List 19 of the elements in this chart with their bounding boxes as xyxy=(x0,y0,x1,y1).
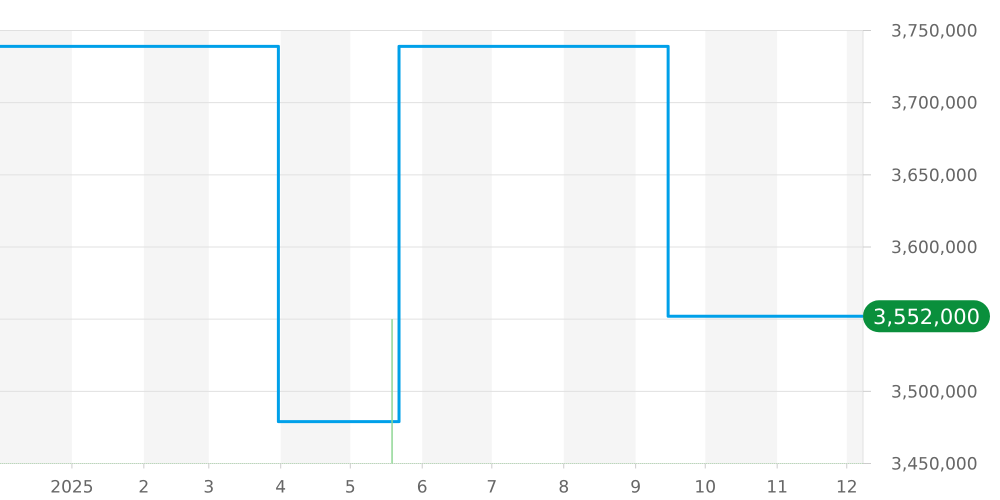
x-tick-label: 2025 xyxy=(50,478,94,498)
x-tick-label: 12 xyxy=(836,478,858,498)
annotation: 3,552,000 xyxy=(873,304,980,329)
x-tick-label: 11 xyxy=(766,478,788,498)
x-tick-label: 8 xyxy=(558,478,570,498)
x-tick-label: 6 xyxy=(416,478,428,498)
x-tick-label: 3 xyxy=(203,478,214,498)
y-tick-label: 3,600,000 xyxy=(891,238,978,258)
y-tick-label: 3,450,000 xyxy=(891,454,978,474)
y-tick-label: 3,500,000 xyxy=(891,382,978,402)
x-tick-label: 9 xyxy=(630,478,642,498)
x-tick-label: 7 xyxy=(486,478,498,498)
x-tick-label: 10 xyxy=(694,478,716,498)
y-tick-label: 3,700,000 xyxy=(891,94,978,114)
x-tick-label: 4 xyxy=(275,478,286,498)
y-tick-label: 3,650,000 xyxy=(891,166,978,186)
x-tick-label: 2 xyxy=(138,478,150,498)
x-tick-label: 5 xyxy=(344,478,356,498)
y-tick-label: 3,750,000 xyxy=(891,22,978,42)
